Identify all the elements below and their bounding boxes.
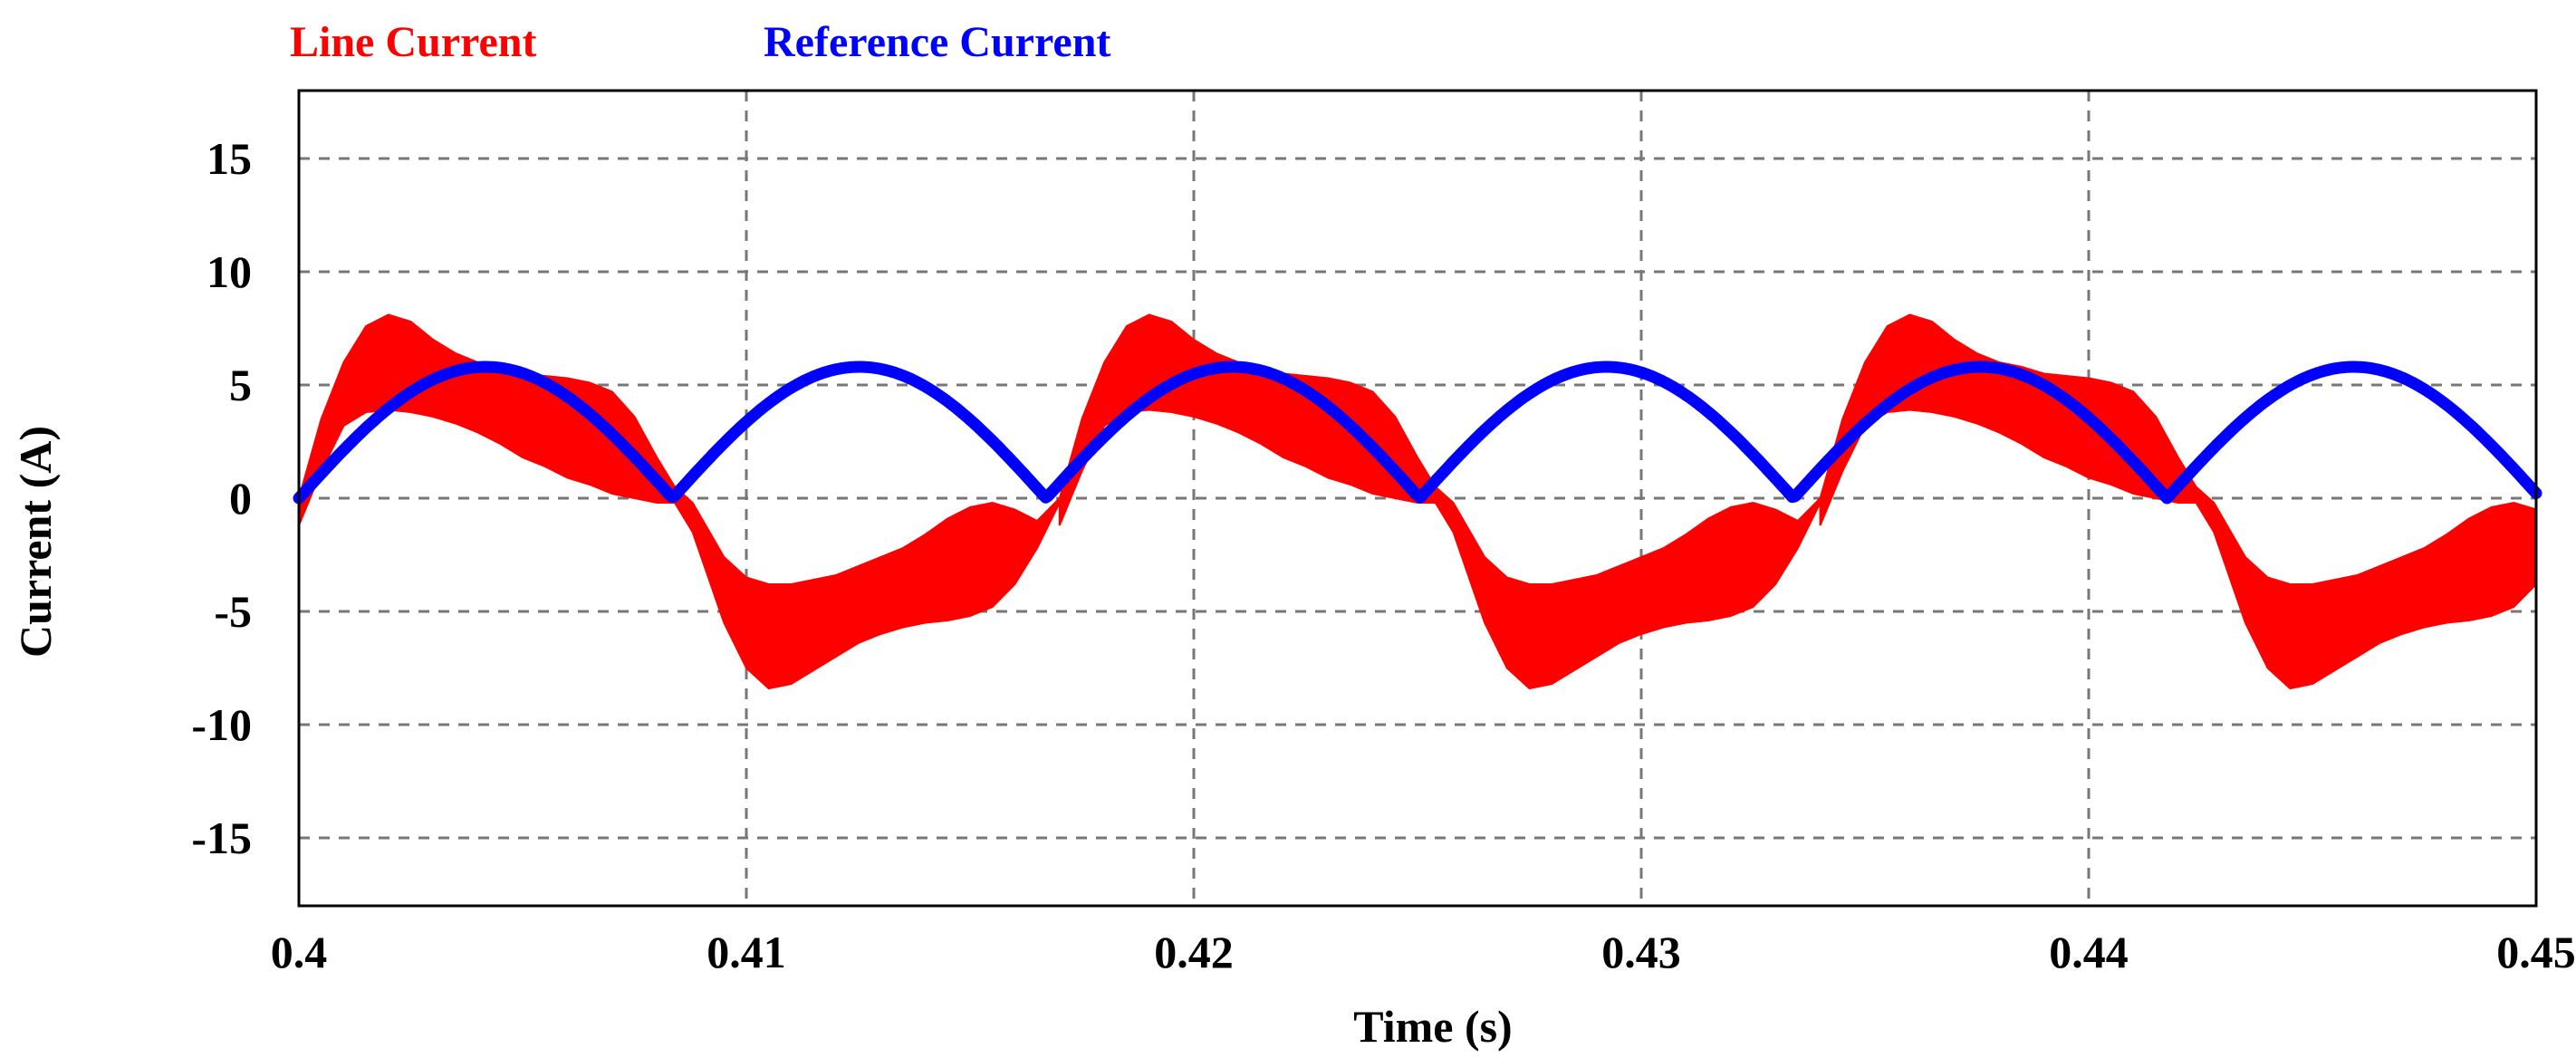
x-tick-label: 0.43: [1601, 927, 1681, 977]
line-current-band: [1058, 313, 1821, 690]
x-axis-title: Time (s): [1353, 1001, 1512, 1052]
y-tick-label: -5: [214, 586, 252, 637]
tick-labels: 0.4 0.41 0.42 0.43 0.44 0.45 15 10 5 0 -5 -10 -15: [191, 133, 2575, 977]
x-tick-label: 0.44: [2049, 927, 2129, 977]
x-tick-label: 0.41: [706, 927, 786, 977]
reference-current-line: [293, 361, 2542, 505]
x-tick-label: 0.45: [2496, 927, 2576, 977]
x-tick-label: 0.4: [271, 927, 328, 977]
legend-line-current: Line Current: [290, 18, 536, 66]
y-axis-title: Current (A): [10, 426, 61, 658]
plot-frame: [297, 89, 2538, 908]
y-tick-label: -10: [191, 699, 252, 750]
y-tick-label: 10: [207, 246, 252, 297]
plot-area: [293, 313, 2542, 690]
y-tick-label: 5: [229, 360, 252, 410]
y-tick-label: -15: [191, 813, 252, 863]
line-current-band: [298, 313, 1061, 690]
y-tick-label: 15: [207, 133, 252, 184]
legend-reference-current: Reference Current: [764, 18, 1110, 66]
line-current-band: [1819, 313, 2537, 690]
y-tick-label: 0: [229, 473, 252, 524]
x-tick-label: 0.42: [1154, 927, 1234, 977]
